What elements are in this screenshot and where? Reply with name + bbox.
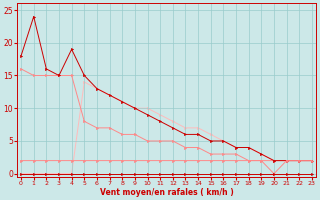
- X-axis label: Vent moyen/en rafales ( km/h ): Vent moyen/en rafales ( km/h ): [100, 188, 233, 197]
